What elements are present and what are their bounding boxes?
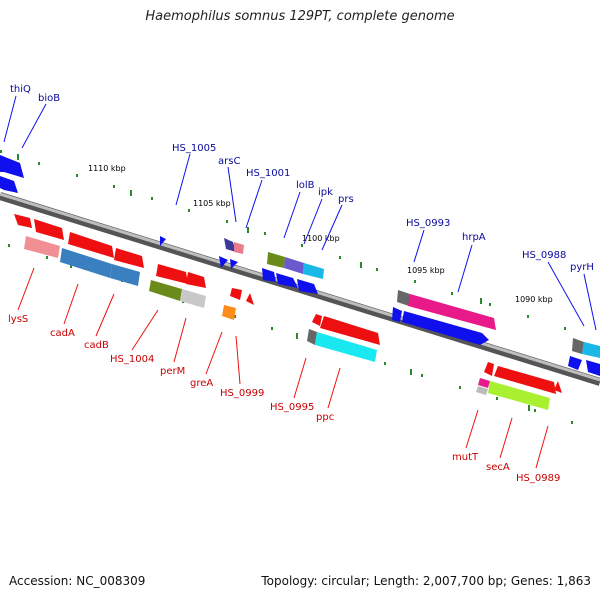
gene-HS_1001-b[interactable] xyxy=(230,259,238,269)
gene-arsC-b[interactable] xyxy=(234,242,244,254)
label-HS_0989: HS_0989 xyxy=(516,473,560,484)
gene-HS_1004[interactable] xyxy=(156,264,188,284)
label-HS_0988: HS_0988 xyxy=(522,250,566,261)
gene-cadB-b[interactable] xyxy=(110,264,140,286)
gene-mutT[interactable] xyxy=(478,378,490,388)
gene-cadA[interactable] xyxy=(68,232,114,258)
gene-HS_1001-d[interactable] xyxy=(276,273,298,288)
label-pyrH: pyrH xyxy=(570,262,594,273)
gene-secA-a[interactable] xyxy=(494,366,556,394)
reverse-strand-genes xyxy=(14,214,562,410)
label-ipk: ipk xyxy=(318,187,333,198)
gene-mutT-a[interactable] xyxy=(484,362,494,376)
gene-ppc[interactable] xyxy=(315,332,377,362)
gene-lysS[interactable] xyxy=(14,214,32,228)
gene-HS_0995[interactable] xyxy=(307,329,317,345)
upper-gene-labels: thiQ bioB HS_1005 arsC HS_1001 lolB ipk … xyxy=(10,84,594,273)
label-HS_0999: HS_0999 xyxy=(220,388,264,399)
label-cadB: cadB xyxy=(84,340,109,351)
topology-text: Topology: circular; Length: 2,007,700 bp… xyxy=(261,574,591,588)
gene-HS_0993[interactable] xyxy=(392,307,402,322)
gene-HS_0993-a[interactable] xyxy=(397,290,410,306)
outer-tick-row xyxy=(0,150,566,330)
gene-lysS-b[interactable] xyxy=(24,236,60,258)
gene-arsC-a[interactable] xyxy=(224,238,236,252)
gene-lolB[interactable] xyxy=(267,252,285,268)
gene-ppc-a[interactable] xyxy=(320,316,380,345)
gene-HS_0988-b[interactable] xyxy=(568,356,582,370)
gene-cadA-a[interactable] xyxy=(34,219,64,240)
label-hrpA: hrpA xyxy=(462,232,486,243)
kbp-label-1105: 1105 kbp xyxy=(193,199,231,208)
gene-greA[interactable] xyxy=(230,288,242,300)
label-ppc: ppc xyxy=(316,412,334,423)
upper-leader-lines xyxy=(3,95,597,331)
label-HS_1004: HS_1004 xyxy=(110,354,154,365)
gene-HS_0995-a[interactable] xyxy=(312,314,322,326)
gene-cadB[interactable] xyxy=(60,248,112,278)
label-HS_1005: HS_1005 xyxy=(172,143,216,154)
lower-leader-lines xyxy=(17,267,549,469)
gene-prs[interactable] xyxy=(303,263,324,279)
gene-hrpA[interactable] xyxy=(408,294,496,330)
kbp-label-1110: 1110 kbp xyxy=(88,164,126,173)
page-title: Haemophilus somnus 129PT, complete genom… xyxy=(145,9,455,24)
label-secA: secA xyxy=(486,462,510,473)
kbp-label-1095: 1095 kbp xyxy=(407,266,445,275)
label-cadA: cadA xyxy=(50,328,75,339)
label-greA: greA xyxy=(190,378,213,389)
label-HS_0993: HS_0993 xyxy=(406,218,450,229)
label-HS_1001: HS_1001 xyxy=(246,168,290,179)
kbp-tick-labels: 1110 kbp 1105 kbp 1100 kbp 1095 kbp 1090… xyxy=(88,164,553,304)
lower-gene-labels: lysS cadA cadB HS_1004 perM greA HS_0999… xyxy=(8,314,560,484)
gene-HS_0989-a[interactable] xyxy=(554,381,562,393)
gene-HS_1004-b[interactable] xyxy=(186,272,206,288)
label-thiQ: thiQ xyxy=(10,84,31,95)
label-prs: prs xyxy=(338,194,354,205)
gene-thiQ[interactable] xyxy=(0,155,24,178)
gene-HS_1005[interactable] xyxy=(160,236,166,246)
gene-ipk[interactable] xyxy=(284,257,304,274)
gene-HS_0993-long[interactable] xyxy=(402,311,489,345)
gene-secA[interactable] xyxy=(488,381,550,410)
gene-pyrH[interactable] xyxy=(582,342,600,358)
label-bioB: bioB xyxy=(38,93,60,104)
label-perM: perM xyxy=(160,366,185,377)
gene-HS_1001-c[interactable] xyxy=(262,268,276,282)
gene-bioB[interactable] xyxy=(0,176,18,193)
gene-mutT-b[interactable] xyxy=(476,386,488,395)
forward-strand-genes xyxy=(0,155,600,376)
gene-HS_0999[interactable] xyxy=(222,305,236,320)
accession-text: Accession: NC_008309 xyxy=(9,574,146,588)
gene-HS_1001-e[interactable] xyxy=(297,279,318,294)
kbp-label-1090: 1090 kbp xyxy=(515,295,553,304)
label-arsC: arsC xyxy=(218,156,240,167)
gene-HS_1001-a[interactable] xyxy=(219,256,228,268)
kbp-label-1100: 1100 kbp xyxy=(302,234,340,243)
gene-cadB-a[interactable] xyxy=(114,248,144,268)
gene-greA-b[interactable] xyxy=(246,293,254,305)
gene-perM[interactable] xyxy=(149,280,182,301)
gene-HS_0988[interactable] xyxy=(572,338,584,354)
label-lysS: lysS xyxy=(8,314,28,325)
gene-HS_0988-c[interactable] xyxy=(586,360,600,376)
label-lolB: lolB xyxy=(296,180,315,191)
label-HS_0995: HS_0995 xyxy=(270,402,314,413)
label-mutT: mutT xyxy=(452,452,479,463)
gene-perM-b[interactable] xyxy=(180,289,206,308)
